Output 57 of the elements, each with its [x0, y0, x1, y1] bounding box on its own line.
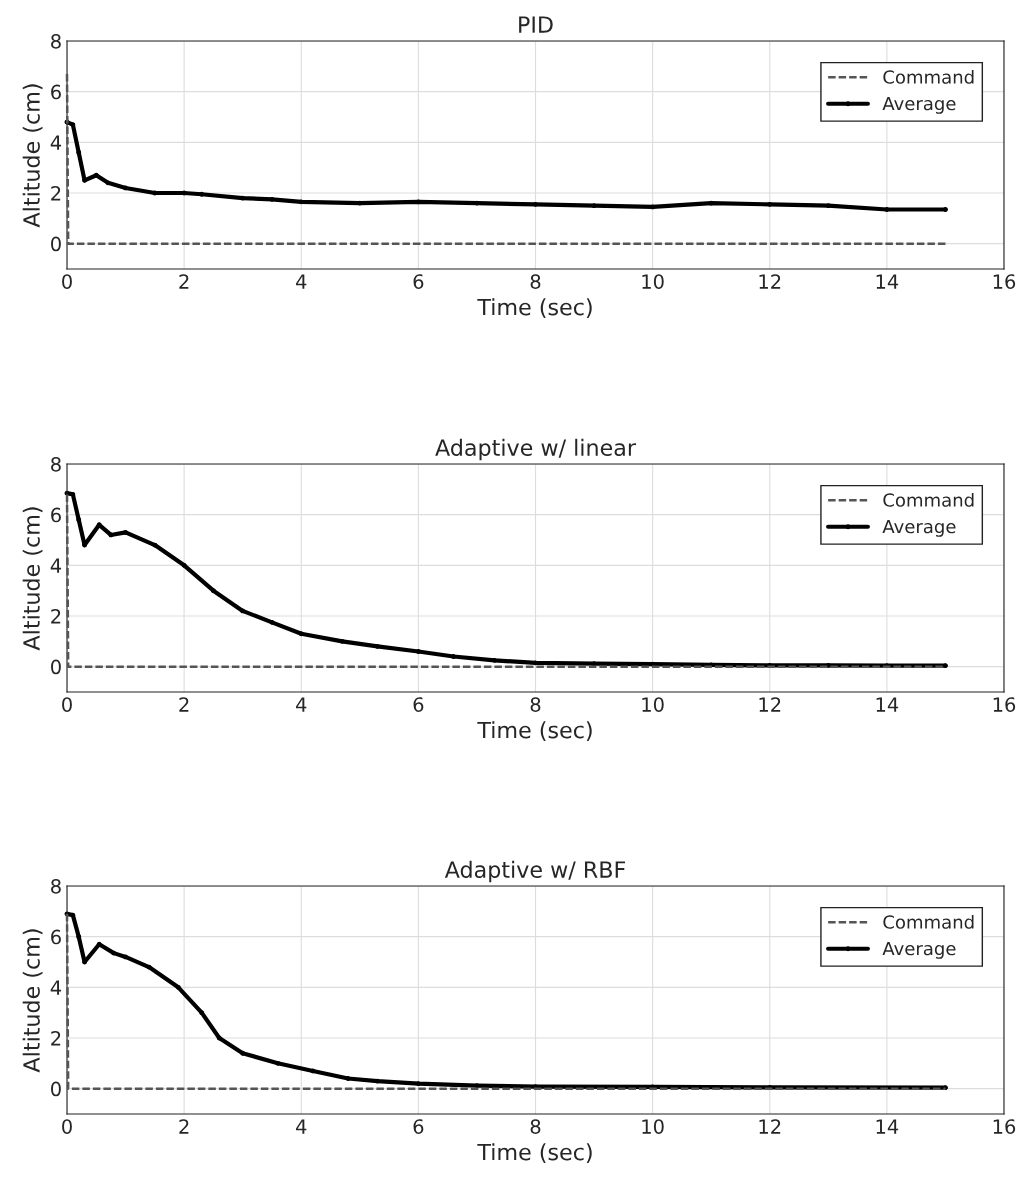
x-tick-label: 14 [876, 274, 899, 289]
x-tick-label: 6 [413, 1119, 424, 1134]
x-tick-label: 12 [759, 274, 781, 289]
y-tick-label: 6 [51, 507, 61, 523]
x-tick-label: 0 [62, 1119, 72, 1134]
y-axis-title: Altitude (cm) [22, 929, 43, 1073]
legend-label: Average [882, 96, 956, 114]
x-axis-title: Time (sec) [477, 721, 592, 742]
y-axis-title: Altitude (cm) [22, 507, 43, 651]
x-axis-title: Time (sec) [477, 298, 592, 319]
y-tick-label: 4 [50, 135, 62, 150]
y-tick-label: 8 [51, 456, 61, 472]
x-tick-label: 12 [759, 1119, 781, 1134]
y-tick-label: 4 [50, 980, 62, 995]
x-tick-label: 6 [413, 274, 424, 289]
x-tick-label: 10 [642, 697, 664, 712]
x-tick-label: 0 [62, 274, 72, 289]
y-axis-title: Altitude (cm) [22, 84, 43, 228]
x-tick-label: 8 [530, 1119, 541, 1134]
x-tick-label: 4 [296, 697, 307, 712]
legend-label: Command [883, 492, 974, 507]
y-tick-label: 2 [51, 608, 61, 624]
y-tick-label: 4 [50, 558, 62, 573]
x-tick-label: 10 [642, 1119, 664, 1134]
x-tick-label: 2 [179, 697, 189, 712]
x-tick-label: 10 [642, 274, 664, 289]
x-tick-label: 0 [62, 697, 72, 712]
chart-title: Adaptive w/ RBF [444, 860, 626, 883]
y-tick-label: 8 [51, 878, 61, 894]
x-tick-label: 2 [179, 274, 189, 289]
x-tick-label: 14 [876, 1119, 899, 1134]
chart-title: Adaptive w/ linear [435, 438, 636, 461]
y-tick-label: 6 [51, 929, 61, 945]
x-tick-label: 2 [179, 1119, 189, 1134]
legend-label: Command [883, 914, 974, 929]
x-tick-label: 16 [993, 274, 1016, 289]
x-tick-label: 8 [530, 697, 541, 712]
y-tick-label: 8 [51, 33, 61, 49]
legend-label: Average [882, 941, 956, 959]
x-tick-label: 14 [876, 697, 899, 712]
chart-title: PID [519, 16, 553, 33]
x-axis-title: Time (sec) [477, 1143, 592, 1164]
y-tick-label: 6 [51, 84, 61, 100]
legend-label: Command [883, 69, 974, 84]
x-tick-label: 4 [296, 274, 307, 289]
y-tick-label: 0 [51, 1081, 61, 1097]
x-tick-label: 6 [413, 697, 424, 712]
y-tick-label: 2 [51, 185, 61, 201]
x-tick-label: 4 [296, 1119, 307, 1134]
x-tick-label: 16 [993, 1119, 1016, 1134]
x-tick-label: 8 [530, 274, 541, 289]
legend-label: Average [882, 519, 956, 537]
x-tick-label: 12 [759, 697, 781, 712]
y-tick-label: 0 [51, 236, 61, 252]
y-tick-label: 0 [51, 659, 61, 675]
y-tick-label: 2 [51, 1030, 61, 1046]
x-tick-label: 16 [993, 697, 1016, 712]
